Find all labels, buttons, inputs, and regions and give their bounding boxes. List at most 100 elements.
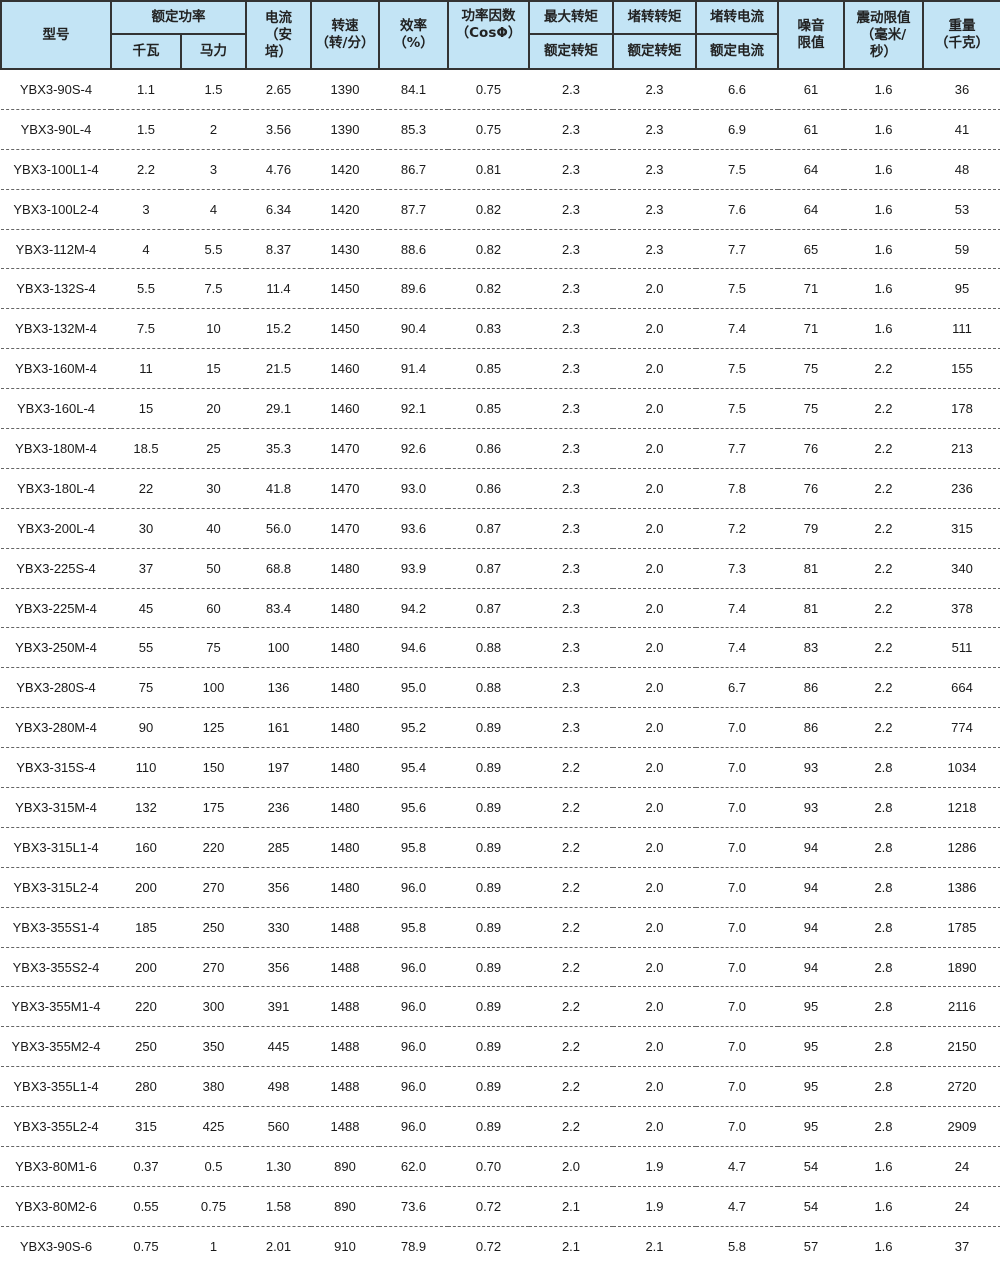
cell-vibration: 1.6: [844, 308, 923, 350]
cell-stall-torque-ratio: 2.0: [613, 627, 696, 669]
cell-weight: 1286: [923, 827, 1000, 868]
cell-power-factor: 0.89: [448, 867, 529, 908]
cell-weight: 1218: [923, 787, 1000, 828]
cell-max-torque-ratio: 2.3: [529, 428, 613, 469]
header-rated-torque-1: 额定转矩: [528, 33, 614, 70]
cell-current: 285: [246, 827, 311, 868]
cell-efficiency: 92.6: [379, 428, 448, 469]
header-kw: 千瓦: [110, 33, 182, 70]
cell-max-torque-ratio: 2.3: [529, 229, 613, 270]
cell-vibration: 1.6: [844, 268, 923, 310]
cell-stall-current-ratio: 4.7: [696, 1186, 778, 1227]
cell-vibration: 1.6: [844, 1186, 923, 1227]
cell-weight: 2720: [923, 1066, 1000, 1108]
cell-speed: 1470: [311, 468, 379, 509]
cell-kw: 7.5: [111, 308, 181, 350]
cell-stall-torque-ratio: 2.0: [613, 787, 696, 828]
cell-vibration: 2.2: [844, 508, 923, 549]
cell-model: YBX3-355M2-4: [1, 1026, 111, 1068]
cell-noise: 94: [778, 947, 844, 988]
cell-vibration: 1.6: [874, 1238, 893, 1254]
cell-max-torque-ratio: 2.3: [529, 707, 613, 749]
cell-hp: 1.5: [181, 69, 246, 110]
table-row: YBX3-355L1-4 280 380 498 1488 96.0 0.89 2.2 2.0 7…: [1, 1066, 1000, 1108]
cell-weight: 59: [923, 229, 1000, 270]
cell-power-factor: 0.75: [448, 109, 529, 150]
cell-kw: 200: [111, 867, 181, 908]
header-vibration: 震动限值 （毫米/ 秒）: [843, 0, 924, 70]
cell-model: YBX3-355L1-4: [1, 1066, 111, 1108]
cell-efficiency: 92.1: [379, 388, 448, 430]
cell-stall-torque-ratio: 2.0: [613, 508, 696, 549]
cell-noise: 95: [778, 1106, 844, 1148]
table-row: YBX3-180L-4 22 30 41.8 1470 93.0 0.86 2.3 2.0 7.8…: [1, 468, 1000, 509]
cell-hp: 425: [181, 1106, 246, 1148]
cell-stall-torque-ratio: 2.0: [613, 588, 696, 629]
cell-hp: 300: [181, 986, 246, 1028]
cell-efficiency: 94.6: [379, 627, 448, 669]
cell-speed: 910: [334, 1238, 356, 1254]
cell-efficiency: 93.9: [379, 548, 448, 589]
cell-speed: 1460: [311, 388, 379, 430]
cell-max-torque-ratio: 2.3: [529, 588, 613, 629]
cell-stall-torque-ratio: 2.0: [613, 388, 696, 430]
cell-weight: 2150: [923, 1026, 1000, 1068]
cell-efficiency: 95.4: [379, 747, 448, 789]
cell-speed: 1480: [311, 827, 379, 868]
cell-model: YBX3-280M-4: [1, 707, 111, 749]
cell-current: 11.4: [246, 268, 311, 310]
cell-noise: 95: [778, 1066, 844, 1108]
cell-noise: 71: [778, 308, 844, 350]
cell-speed: 1488: [311, 1026, 379, 1068]
cell-kw: 1.1: [111, 69, 181, 110]
cell-power-factor: 0.86: [448, 428, 529, 469]
cell-speed: 1470: [311, 508, 379, 549]
cell-kw: 132: [111, 787, 181, 828]
cell-weight: 378: [923, 588, 1000, 629]
cell-current: 56.0: [246, 508, 311, 549]
cell-vibration: 2.2: [844, 468, 923, 509]
cell-power-factor: 0.89: [448, 707, 529, 749]
cell-model: YBX3-355M1-4: [1, 986, 111, 1028]
cell-hp: 10: [181, 308, 246, 350]
cell-kw: 30: [111, 508, 181, 549]
cell-stall-current-ratio: 7.5: [696, 348, 778, 390]
cell-kw: 160: [111, 827, 181, 868]
cell-stall-current-ratio: 7.0: [696, 1026, 778, 1068]
cell-stall-torque-ratio: 2.0: [613, 667, 696, 709]
cell-noise: 76: [778, 468, 844, 509]
table-row: YBX3-132M-4 7.5 10 15.2 1450 90.4 0.83 2.3 2.0 7.…: [1, 308, 1000, 350]
cell-max-torque-ratio: 2.3: [529, 69, 613, 110]
cell-speed: 1488: [311, 1066, 379, 1108]
cell-weight: 53: [923, 189, 1000, 230]
cell-stall-current-ratio: 7.0: [696, 787, 778, 828]
header-weight: 重量 （千克）: [922, 0, 1000, 70]
table-row: YBX3-355L2-4 315 425 560 1488 96.0 0.89 2.2 2.0 7…: [1, 1106, 1000, 1148]
cell-current: 236: [246, 787, 311, 828]
cell-stall-torque-ratio: 2.0: [613, 468, 696, 509]
cell-hp: 50: [181, 548, 246, 589]
cell-speed: 1488: [311, 986, 379, 1028]
cell-current: 560: [246, 1106, 311, 1148]
table-row: YBX3-90S-4 1.1 1.5 2.65 1390 84.1 0.75 2.3 2.3 6.…: [1, 69, 1000, 110]
cell-vibration: 2.8: [844, 947, 923, 988]
cell-current: 161: [246, 707, 311, 749]
table-header: 型号 额定功率 电流 （安 培） 转速 （转/分） 效率 （%） 功率因数 （C…: [0, 0, 1000, 70]
cell-speed: 1450: [311, 268, 379, 310]
cell-max-torque-ratio: 2.2: [529, 867, 613, 908]
cell-stall-current-ratio: 7.4: [696, 627, 778, 669]
cell-hp: 30: [181, 468, 246, 509]
header-max-torque: 最大转矩: [528, 0, 614, 35]
cell-power-factor: 0.89: [448, 787, 529, 828]
cell-hp: 20: [181, 388, 246, 430]
cell-hp: 220: [181, 827, 246, 868]
cell-max-torque-ratio: 2.3: [529, 268, 613, 310]
cell-kw: 4: [111, 229, 181, 270]
table-row: YBX3-355S2-4 200 270 356 1488 96.0 0.89 2.2 2.0 7…: [1, 947, 1000, 988]
cell-vibration: 1.6: [844, 1146, 923, 1187]
cell-efficiency: 95.2: [379, 707, 448, 749]
cell-efficiency: 96.0: [379, 1026, 448, 1068]
cell-max-torque-ratio: 2.3: [529, 189, 613, 230]
cell-max-torque-ratio: 2.3: [529, 548, 613, 589]
cell-weight: 213: [923, 428, 1000, 469]
